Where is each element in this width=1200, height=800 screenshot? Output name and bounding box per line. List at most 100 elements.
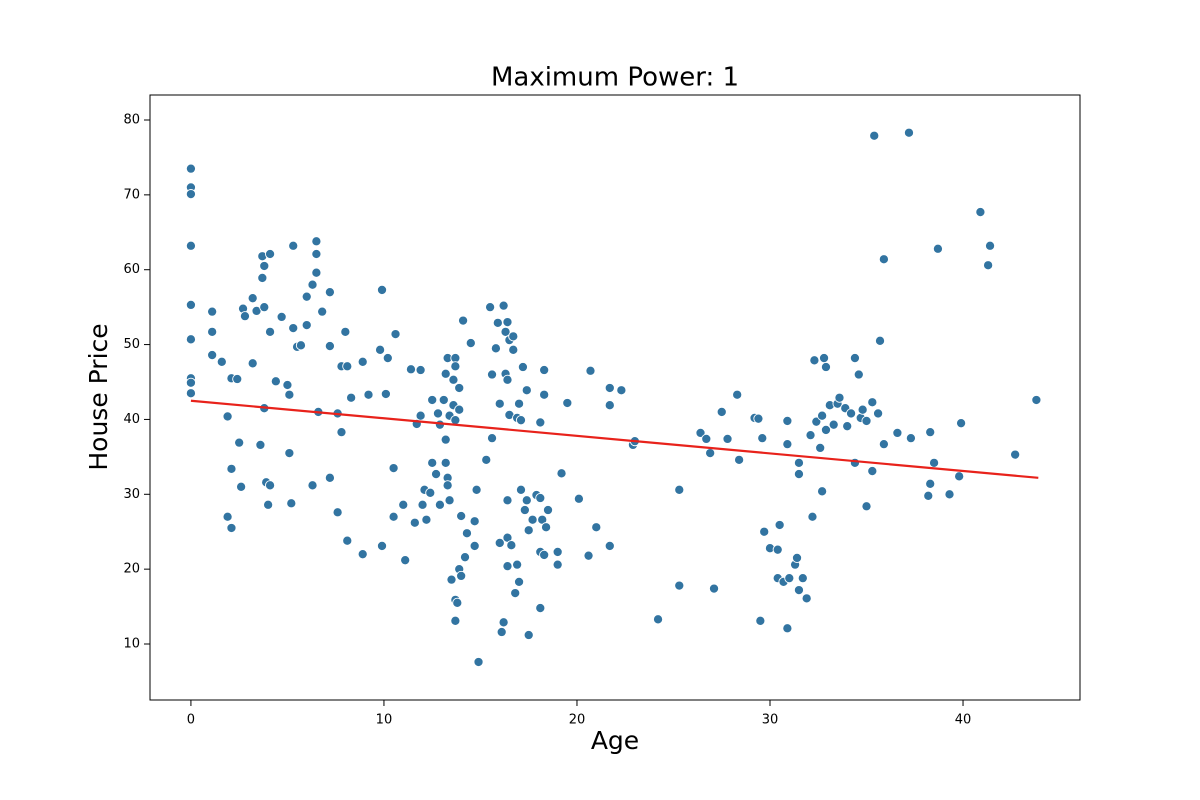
point	[185, 299, 196, 310]
point	[496, 626, 507, 638]
point	[515, 484, 527, 495]
plot-area	[185, 127, 1042, 668]
point	[817, 410, 828, 421]
x-tick-label: 0	[187, 713, 195, 728]
point	[867, 466, 878, 477]
point	[793, 585, 805, 596]
point	[492, 317, 503, 328]
point	[317, 306, 328, 317]
point	[1031, 394, 1042, 406]
point	[481, 454, 492, 465]
point	[284, 389, 295, 400]
point	[450, 361, 461, 372]
point	[494, 537, 505, 548]
point	[867, 397, 878, 408]
point	[755, 615, 766, 626]
point	[434, 499, 445, 510]
point	[541, 522, 552, 533]
point	[432, 408, 444, 419]
point	[456, 510, 467, 522]
point	[288, 323, 299, 334]
point	[514, 398, 525, 409]
point	[286, 498, 297, 509]
point	[502, 317, 513, 328]
point	[421, 514, 432, 525]
point	[828, 419, 839, 430]
point	[417, 499, 428, 510]
y-tick-label: 30	[123, 487, 140, 502]
point	[247, 293, 258, 304]
point	[295, 340, 306, 351]
point	[311, 267, 322, 278]
point	[604, 382, 615, 394]
point	[708, 583, 720, 594]
point	[772, 544, 783, 555]
point	[216, 356, 227, 367]
point	[340, 326, 351, 337]
point	[521, 495, 532, 506]
point	[984, 240, 996, 251]
point	[734, 454, 745, 465]
point	[185, 163, 196, 174]
point	[508, 331, 519, 342]
point	[458, 315, 469, 326]
point	[861, 501, 872, 512]
point	[944, 489, 955, 500]
point	[409, 517, 420, 528]
point	[342, 535, 353, 546]
point	[774, 519, 785, 531]
point	[415, 364, 426, 376]
point	[842, 421, 853, 432]
point	[878, 254, 889, 265]
point	[232, 373, 243, 385]
point	[573, 493, 584, 504]
point	[954, 471, 965, 482]
point	[332, 507, 343, 518]
y-tick-label: 20	[123, 562, 140, 577]
plot-frame	[149, 94, 1081, 701]
point	[259, 302, 270, 313]
point	[510, 588, 521, 599]
point	[459, 552, 471, 563]
point	[494, 398, 505, 409]
y-tick-label: 80	[123, 113, 140, 128]
point	[265, 480, 276, 491]
point	[452, 597, 463, 608]
point	[498, 300, 509, 311]
point	[932, 243, 943, 254]
point	[782, 439, 793, 450]
point	[440, 434, 451, 445]
point	[185, 240, 196, 251]
point	[502, 495, 513, 506]
point	[834, 392, 845, 403]
point	[502, 374, 513, 385]
point	[818, 352, 830, 364]
point	[234, 437, 245, 448]
point	[265, 248, 276, 260]
point	[438, 394, 449, 406]
point	[336, 427, 347, 438]
point	[440, 457, 451, 468]
point	[542, 504, 554, 516]
point	[849, 352, 860, 364]
point	[701, 433, 712, 444]
point	[324, 472, 335, 483]
point	[307, 480, 318, 491]
point	[265, 326, 276, 337]
x-tick-label: 20	[569, 713, 586, 728]
point	[757, 433, 768, 444]
point	[527, 514, 538, 525]
point	[498, 617, 509, 628]
point	[793, 469, 805, 480]
point	[652, 614, 664, 625]
point	[519, 504, 530, 516]
point	[539, 389, 550, 400]
point	[502, 561, 513, 572]
point	[465, 338, 476, 349]
point	[400, 555, 411, 566]
point	[236, 481, 247, 492]
x-axis-label: Age	[591, 726, 639, 755]
point	[585, 365, 596, 376]
point	[185, 189, 196, 200]
